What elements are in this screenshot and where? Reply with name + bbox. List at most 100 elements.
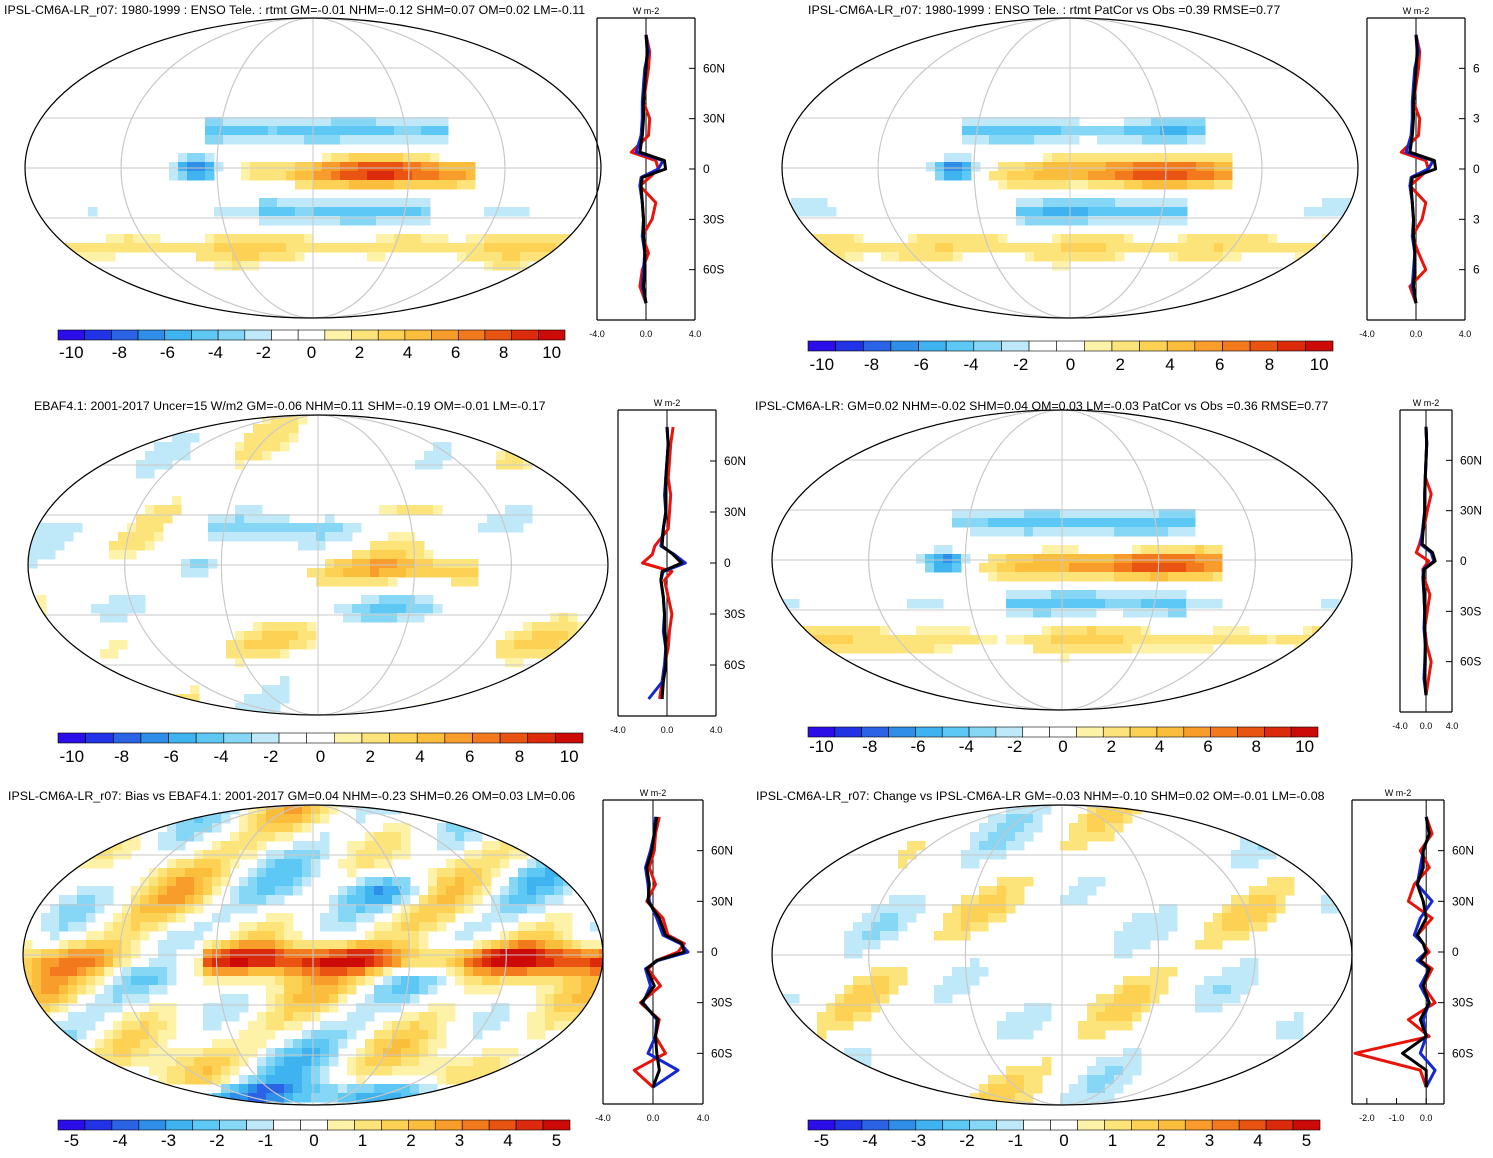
profile-value-tick: 4.0 xyxy=(689,329,702,339)
colorbar-swatch xyxy=(389,732,418,744)
colorbar-label: 10 xyxy=(542,343,561,362)
model-profile-line xyxy=(1353,816,1437,1088)
colorbar-swatch xyxy=(807,726,836,738)
colorbar-label: 0 xyxy=(316,747,325,766)
profile-lat-tick: 60S xyxy=(1460,655,1481,669)
colorbar-swatch xyxy=(1139,340,1168,352)
colorbar-swatch xyxy=(941,726,970,738)
map-outline xyxy=(771,409,1353,711)
colorbar-label: 0 xyxy=(1066,355,1075,374)
colorbar-swatch xyxy=(300,1119,328,1131)
panel-5: IPSL-CM6A-LR_r07: Bias vs EBAF4.1: 2001-… xyxy=(8,788,733,1150)
colorbar-swatch xyxy=(246,1119,274,1131)
colorbar-label: -5 xyxy=(64,1131,79,1150)
colorbar-label: 3 xyxy=(1205,1131,1214,1150)
colorbar-label: 8 xyxy=(499,343,508,362)
colorbar-swatch xyxy=(527,732,556,744)
profile-lat-tick: 6 xyxy=(1473,61,1480,75)
colorbar-swatch xyxy=(1056,340,1085,352)
colorbar-label: 0 xyxy=(307,343,316,362)
profile-value-tick: -2.0 xyxy=(1359,1113,1375,1123)
colorbar-swatch xyxy=(1131,1119,1159,1131)
colorbar-swatch xyxy=(1158,1119,1186,1131)
panel-2: IPSL-CM6A-LR_r07: 1980-1999 : ENSO Tele.… xyxy=(781,3,1480,374)
colorbar-label: 6 xyxy=(465,747,474,766)
zonal-profile: W m-2 60N 30N 0 30S 60S -4.0 0.0 4.0 xyxy=(595,788,733,1123)
profile-value-tick: 4.0 xyxy=(697,1113,710,1123)
colorbar-swatch xyxy=(1111,340,1140,352)
colorbar-swatch xyxy=(164,329,192,341)
colorbar-label: -6 xyxy=(164,747,179,766)
profile-value-tick: 0.0 xyxy=(1420,721,1433,731)
colorbar-swatch xyxy=(137,329,166,341)
colorbar-swatch xyxy=(807,340,836,352)
colorbar-label: -2 xyxy=(1007,737,1022,756)
colorbar-label: 2 xyxy=(366,747,375,766)
colorbar-label: 10 xyxy=(1295,737,1314,756)
colorbar-swatch xyxy=(1023,1119,1051,1131)
profile-value-tick: 0.0 xyxy=(647,1113,660,1123)
colorbar-label: 1 xyxy=(1108,1131,1117,1150)
obs-profile-line xyxy=(634,34,665,304)
colorbar-swatch xyxy=(1238,1119,1267,1131)
profile-value-tick: 0.0 xyxy=(661,725,674,735)
colorbar-swatch xyxy=(555,732,584,744)
ensemble-profile-line xyxy=(640,816,686,1088)
colorbar-swatch xyxy=(834,1119,863,1131)
panel-title: IPSL-CM6A-LR_r07: Change vs IPSL-CM6A-LR… xyxy=(756,789,1325,803)
colorbar-swatch xyxy=(273,1119,301,1131)
profile-value-tick: -4.0 xyxy=(1392,721,1408,731)
profile-lat-tick: 60N xyxy=(1452,844,1474,858)
colorbar-swatch xyxy=(1277,340,1306,352)
colorbar-swatch xyxy=(834,726,862,738)
colorbar-swatch xyxy=(861,1119,890,1131)
colorbar-label: -10 xyxy=(60,747,85,766)
colorbar-swatch xyxy=(995,726,1024,738)
colorbar-swatch xyxy=(278,732,307,744)
colorbar-swatch xyxy=(1129,726,1158,738)
zonal-profile: W m-2 60N 30N 0 30S 60S -4.0 0.0 4.0 xyxy=(589,6,725,339)
profile-lat-tick: 0 xyxy=(724,556,731,570)
colorbar-swatch xyxy=(219,1119,247,1131)
colorbar-label: -4 xyxy=(963,355,978,374)
colorbar-swatch xyxy=(835,340,864,352)
colorbar-label: 4 xyxy=(403,343,412,362)
profile-lat-tick: 0 xyxy=(1460,554,1467,568)
colorbar: -10 -8 -6 -4 -2 0 2 4 6 8 10 xyxy=(807,726,1319,756)
ensemble-profile-line xyxy=(659,426,684,700)
colorbar-swatch xyxy=(862,340,892,352)
colorbar-swatch xyxy=(57,1119,86,1131)
map-field xyxy=(28,415,587,715)
colorbar-swatch xyxy=(1211,1119,1240,1131)
colorbar-label: -2 xyxy=(1013,355,1028,374)
colorbar-label: -2 xyxy=(209,1131,224,1150)
profile-unit: W m-2 xyxy=(640,788,667,798)
colorbar-swatch xyxy=(297,329,326,341)
colorbar-swatch xyxy=(306,732,335,744)
colorbar-swatch xyxy=(1222,340,1251,352)
colorbar-label: 1 xyxy=(358,1131,367,1150)
panel-3: EBAF4.1: 2001-2017 Uncer=15 W/m2 GM=-0.0… xyxy=(27,398,746,766)
map-graticule xyxy=(24,17,602,319)
colorbar-swatch xyxy=(361,732,390,744)
colorbar-label: -8 xyxy=(114,747,129,766)
profile-lat-tick: 3 xyxy=(1473,212,1480,226)
profile-value-tick: -4.0 xyxy=(1359,329,1375,339)
colorbar-swatch xyxy=(381,1119,409,1131)
colorbar-swatch xyxy=(57,732,86,744)
colorbar-swatch xyxy=(112,732,142,744)
colorbar-swatch xyxy=(1184,1119,1213,1131)
panel-title: IPSL-CM6A-LR_r07: 1980-1999 : ENSO Tele.… xyxy=(4,3,585,17)
profile-value-tick: 4.0 xyxy=(1446,721,1459,731)
profile-lat-tick: 30N xyxy=(1452,894,1474,908)
profile-lat-tick: 30N xyxy=(703,112,725,126)
obs-profile-line xyxy=(1404,34,1435,304)
colorbar-label: -10 xyxy=(810,355,835,374)
colorbar-label: -6 xyxy=(160,343,175,362)
map-outline xyxy=(24,17,602,319)
colorbar-label: 6 xyxy=(1203,737,1212,756)
colorbar-swatch xyxy=(861,726,889,738)
colorbar-swatch xyxy=(1104,1119,1132,1131)
